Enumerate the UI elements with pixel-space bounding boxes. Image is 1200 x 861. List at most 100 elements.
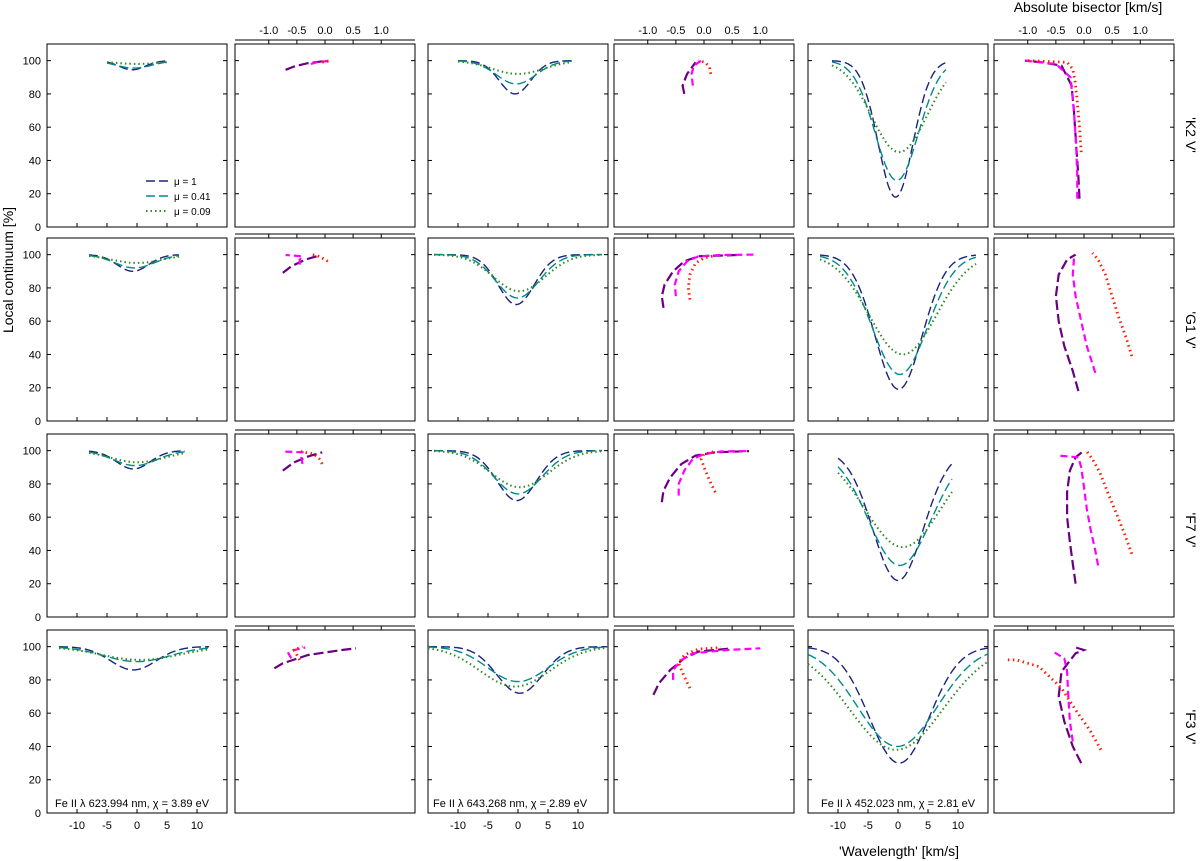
row-label-g1v: 'G1 V' <box>1183 311 1199 348</box>
panel-frame-r1-c5 <box>807 43 989 228</box>
bisector-line-r3-l3-mu1 <box>1066 449 1085 584</box>
bisector-line-r4-l2-mu2 <box>672 647 761 680</box>
bisector-line-r4-l3-mu3 <box>1005 658 1103 751</box>
bisector-line-r3-l1-mu2 <box>282 450 304 465</box>
profile-line-r1-l2-mu2 <box>457 60 572 85</box>
panel-frame-r1-c6 <box>993 43 1175 228</box>
panel-frame-r3-c1 <box>46 433 228 618</box>
bisector-tick-label: 0.5 <box>724 25 739 37</box>
legend-label-mu041: μ = 0.41 <box>174 192 211 203</box>
profile-line-r2-l3-mu1 <box>819 254 977 390</box>
y-tick-label: 0 <box>35 222 41 234</box>
x-tick-label: -10 <box>450 820 466 832</box>
bisector-line-r3-l2-mu1 <box>660 450 750 503</box>
bisector-line-r1-l3-mu1 <box>1024 59 1081 199</box>
panel-frame-r3-c5 <box>807 433 989 618</box>
bisector-line-r2-l2-mu1 <box>660 253 738 309</box>
y-tick-label: 60 <box>29 512 41 524</box>
y-tick-label: 40 <box>29 349 41 361</box>
bisector-line-r3-l3-mu3 <box>1085 450 1134 555</box>
profile-line-r4-l1-mu3 <box>58 647 210 661</box>
profile-line-r3-l3-mu3 <box>837 472 953 549</box>
bisector-tick-label: -1.0 <box>1018 25 1037 37</box>
bisector-line-r1-l2-mu3 <box>698 59 713 75</box>
bisector-line-r3-l2-mu2 <box>677 449 750 496</box>
bisector-tick-label: 0.0 <box>1076 25 1091 37</box>
panel-frame-r2-c3 <box>427 237 609 422</box>
y-tick-label: 80 <box>29 89 41 101</box>
panel-frame-r2-c2 <box>234 237 416 422</box>
y-tick-label: 100 <box>23 250 41 262</box>
bisector-line-r4-l2-mu3 <box>677 646 721 689</box>
profile-line-r3-l2-mu3 <box>434 450 603 489</box>
bisector-line-r2-l3-mu2 <box>1071 254 1097 374</box>
legend: μ = 1 μ = 0.41 μ = 0.09 <box>146 177 211 218</box>
x-tick-label: 5 <box>925 820 931 832</box>
y-tick-label: 20 <box>29 579 41 591</box>
y-tick-label: 20 <box>29 775 41 787</box>
x-tick-label: -5 <box>863 820 873 832</box>
x-tick-label: 10 <box>572 820 584 832</box>
y-tick-label: 100 <box>23 56 41 68</box>
profile-line-r3-l1-mu2 <box>88 451 186 467</box>
bisector-tick-label: -1.0 <box>638 25 657 37</box>
y-tick-label: 40 <box>29 545 41 557</box>
x-tick-label: 0 <box>134 820 140 832</box>
y-tick-label: 0 <box>35 612 41 624</box>
panel-frame-r3-c4 <box>613 433 795 618</box>
y-tick-label: 0 <box>35 808 41 820</box>
bisector-tick-label: -0.5 <box>666 25 685 37</box>
x-tick-label: 5 <box>545 820 551 832</box>
profile-line-r2-l2-mu2 <box>434 254 602 299</box>
panel-frame-r2-c1 <box>46 237 228 422</box>
y-tick-label: 60 <box>29 316 41 328</box>
line-annotation-1: Fe II λ 623.994 nm, χ = 3.89 eV <box>55 798 210 810</box>
profile-line-r1-l3-mu1 <box>832 60 947 198</box>
y-tick-label: 20 <box>29 189 41 201</box>
bisector-line-r1-l1-mu1 <box>285 59 326 71</box>
bisector-line-r2-l2-mu2 <box>673 253 755 297</box>
profile-line-r2-l3-mu2 <box>819 255 977 376</box>
panel-frame-r4-c4 <box>613 629 795 814</box>
x-tick-label: 0 <box>515 820 521 832</box>
x-tick-label: 5 <box>164 820 170 832</box>
profile-line-r4-l2-mu2 <box>427 646 609 683</box>
bisector-line-r1-l2-mu1 <box>681 61 697 95</box>
bisector-tick-label: -0.5 <box>287 25 306 37</box>
y-tick-label: 100 <box>23 642 41 654</box>
y-tick-label: 100 <box>23 446 41 458</box>
x-tick-label: 0 <box>895 820 901 832</box>
bisector-tick-label: -1.0 <box>259 25 278 37</box>
profile-line-r4-l3-mu1 <box>807 647 989 764</box>
legend-label-mu009: μ = 0.09 <box>174 207 211 218</box>
bisector-tick-label: -0.5 <box>1046 25 1065 37</box>
profile-line-r4-l2-mu3 <box>427 646 609 688</box>
x-tick-label: -5 <box>102 820 112 832</box>
bisector-line-r3-l2-mu3 <box>699 450 717 493</box>
bisector-tick-label: 1.0 <box>753 25 768 37</box>
panel-frame-r4-c3 <box>427 629 609 814</box>
profile-line-r3-l2-mu1 <box>434 449 602 502</box>
bisector-line-r1-l1-mu3 <box>321 59 331 64</box>
bisector-tick-label: 0.0 <box>696 25 711 37</box>
bisector-line-r4-l1-mu3 <box>292 645 304 661</box>
profile-line-r4-l1-mu2 <box>59 646 210 663</box>
bisector-line-r1-l3-mu2 <box>1024 59 1079 199</box>
profile-line-r2-l1-mu1 <box>89 254 180 272</box>
profile-line-r1-l2-mu1 <box>458 60 572 95</box>
row-label-f3v: 'F3 V' <box>1183 710 1199 745</box>
y-tick-label: 80 <box>29 283 41 295</box>
bisector-line-r2-l1-mu3 <box>310 253 329 263</box>
profile-line-r3-l1-mu3 <box>88 451 186 464</box>
panel-frame-r1-c4 <box>613 43 795 228</box>
profile-line-r2-l2-mu1 <box>434 253 602 306</box>
panel-frame-r3-c6 <box>993 433 1175 618</box>
profile-line-r2-l1-mu2 <box>88 254 180 269</box>
panel-frame-r4-c2 <box>234 629 416 814</box>
y-tick-label: 20 <box>29 383 41 395</box>
y-axis-label: Local continuum [%] <box>0 207 16 333</box>
x-tick-label: 10 <box>952 820 964 832</box>
panel-frame-r1-c2 <box>234 43 416 228</box>
bisector-tick-label: 0.0 <box>317 25 332 37</box>
profile-line-r4-l2-mu1 <box>428 646 608 694</box>
